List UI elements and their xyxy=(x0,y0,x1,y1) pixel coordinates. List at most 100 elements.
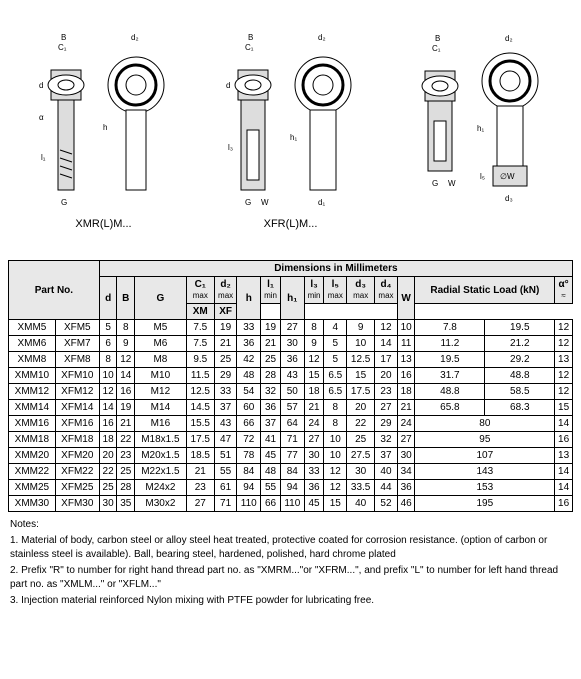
rodend-side-view-3: B C₁ G W xyxy=(410,31,470,211)
table-cell: 48 xyxy=(261,464,281,480)
svg-text:G: G xyxy=(245,198,251,207)
table-cell: 9 xyxy=(117,336,135,352)
table-cell: 21 xyxy=(397,400,415,416)
table-cell: 41 xyxy=(261,432,281,448)
table-cell: 15 xyxy=(347,368,375,384)
table-cell: M30x2 xyxy=(135,496,187,512)
table-cell: 14.5 xyxy=(186,400,214,416)
table-cell: 84 xyxy=(280,464,304,480)
table-cell: 33 xyxy=(304,464,324,480)
table-cell: 19 xyxy=(214,320,237,336)
header-title: Dimensions in Millimeters xyxy=(99,261,572,277)
hdr-C1: C₁max xyxy=(186,277,214,304)
table-cell: 18.5 xyxy=(186,448,214,464)
table-cell: 51 xyxy=(214,448,237,464)
table-cell: 19.5 xyxy=(485,320,555,336)
svg-text:d₂: d₂ xyxy=(505,34,513,43)
diagram-group-right: B C₁ G W d₂ h₁ l₅ ∅W d₃ xyxy=(410,31,545,229)
table-cell: XMM6 xyxy=(9,336,56,352)
table-row: XMM6XFM769M67.5213621309510141111.221.21… xyxy=(9,336,573,352)
table-cell: M22x1.5 xyxy=(135,464,187,480)
table-cell: M12 xyxy=(135,384,187,400)
header-partno: Part No. xyxy=(9,261,100,320)
table-cell: 60 xyxy=(237,400,261,416)
hdr-radial: Radial Static Load (kN) xyxy=(415,277,555,304)
table-cell: 68.3 xyxy=(485,400,555,416)
table-cell: 55 xyxy=(214,464,237,480)
table-cell: 54 xyxy=(237,384,261,400)
table-cell: XMM12 xyxy=(9,384,56,400)
table-cell: 21 xyxy=(261,336,281,352)
table-cell: 16 xyxy=(555,496,573,512)
table-cell: XFM10 xyxy=(55,368,99,384)
table-cell: 71 xyxy=(280,432,304,448)
table-cell: 110 xyxy=(280,496,304,512)
svg-text:d₂: d₂ xyxy=(318,33,326,42)
table-cell: 28 xyxy=(117,480,135,496)
table-cell: 23 xyxy=(375,384,398,400)
table-row: XMM14XFM141419M1414.53760365721820272165… xyxy=(9,400,573,416)
table-cell: 12 xyxy=(304,352,324,368)
table-cell: XFM22 xyxy=(55,464,99,480)
table-cell: 20 xyxy=(375,368,398,384)
table-cell: 16 xyxy=(117,384,135,400)
table-cell: 35 xyxy=(117,496,135,512)
table-cell: 8 xyxy=(324,416,347,432)
table-cell: 77 xyxy=(280,448,304,464)
table-cell: M18x1.5 xyxy=(135,432,187,448)
table-cell: 7.5 xyxy=(186,336,214,352)
diagram-area: B C₁ d α l₁ G d₂ h XMR(L)M... xyxy=(0,0,581,260)
hdr-h: h xyxy=(237,277,261,320)
note-1: 1. Material of body, carbon steel or all… xyxy=(10,534,571,562)
table-cell: 7.5 xyxy=(186,320,214,336)
table-cell: 14 xyxy=(99,400,117,416)
table-cell: 10 xyxy=(99,368,117,384)
table-cell: 84 xyxy=(237,464,261,480)
table-cell: 18 xyxy=(304,384,324,400)
table-cell: 29.2 xyxy=(485,352,555,368)
svg-text:l₃: l₃ xyxy=(228,143,233,152)
table-cell: XMM5 xyxy=(9,320,56,336)
table-cell: 11 xyxy=(397,336,415,352)
rodend-front-view-3: d₂ h₁ l₅ ∅W d₃ xyxy=(475,31,545,211)
svg-text:W: W xyxy=(448,179,456,188)
table-cell: 30 xyxy=(280,336,304,352)
table-cell: 21.2 xyxy=(485,336,555,352)
hdr-l5: l₅max xyxy=(324,277,347,304)
table-cell: M10 xyxy=(135,368,187,384)
table-cell: 14 xyxy=(555,416,573,432)
table-cell: XFM30 xyxy=(55,496,99,512)
table-cell: 45 xyxy=(304,496,324,512)
table-cell: 27 xyxy=(280,320,304,336)
table-cell: XFM7 xyxy=(55,336,99,352)
table-cell: XMM14 xyxy=(9,400,56,416)
hdr-d: d xyxy=(99,277,117,320)
table-cell: 71 xyxy=(214,496,237,512)
table-row: XMM16XFM161621M1615.54366376424822292480… xyxy=(9,416,573,432)
table-cell: 61 xyxy=(214,480,237,496)
table-cell: 65.8 xyxy=(415,400,485,416)
table-cell: 7.8 xyxy=(415,320,485,336)
diagram-group-left: B C₁ d α l₁ G d₂ h XMR(L)M... xyxy=(36,30,171,230)
table-cell: 72 xyxy=(237,432,261,448)
svg-text:h₁: h₁ xyxy=(477,124,484,133)
table-cell: 30 xyxy=(397,448,415,464)
table-cell: 21 xyxy=(214,336,237,352)
table-body: XMM5XFM558M57.51933192784912107.819.512X… xyxy=(9,320,573,512)
table-cell: 57 xyxy=(280,400,304,416)
table-cell: 25 xyxy=(117,464,135,480)
table-cell: XFM20 xyxy=(55,448,99,464)
spec-table-wrap: Part No. Dimensions in Millimeters d B G… xyxy=(0,260,581,512)
table-cell: 37 xyxy=(214,400,237,416)
table-cell: 36 xyxy=(397,480,415,496)
table-row: XMM8XFM8812M89.52542253612512.5171319.52… xyxy=(9,352,573,368)
table-cell: M14 xyxy=(135,400,187,416)
table-cell: 36 xyxy=(304,480,324,496)
table-cell: 14 xyxy=(555,480,573,496)
table-cell: 37 xyxy=(261,416,281,432)
diagram-label-left: XMR(L)M... xyxy=(75,218,131,230)
table-cell: 33.5 xyxy=(347,480,375,496)
table-cell: 12 xyxy=(99,384,117,400)
table-cell: 12 xyxy=(324,480,347,496)
table-cell: XMM20 xyxy=(9,448,56,464)
